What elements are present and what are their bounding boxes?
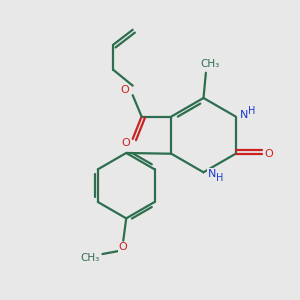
Text: N: N xyxy=(240,110,248,120)
Text: O: O xyxy=(118,242,127,252)
Text: CH₃: CH₃ xyxy=(80,253,100,262)
Text: N: N xyxy=(208,169,216,179)
Text: H: H xyxy=(216,173,224,183)
Text: O: O xyxy=(120,85,129,95)
Text: O: O xyxy=(265,149,273,159)
Text: O: O xyxy=(121,138,130,148)
Text: H: H xyxy=(248,106,256,116)
Text: CH₃: CH₃ xyxy=(201,59,220,69)
